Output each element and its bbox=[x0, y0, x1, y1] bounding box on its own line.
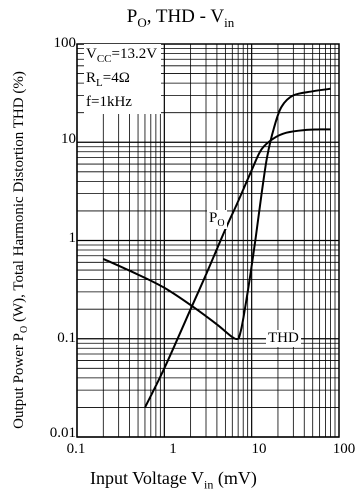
x-tick-label: 100 bbox=[332, 441, 356, 457]
series-label-thd: THD bbox=[266, 330, 301, 347]
y-tick-label: 0.01 bbox=[49, 425, 76, 441]
conditions-box: VCC=13.2V RL=4Ω f=1kHz bbox=[84, 44, 162, 114]
po-curve bbox=[144, 128, 331, 408]
plot-frame bbox=[76, 43, 340, 438]
x-tick-label: 10 bbox=[251, 441, 267, 457]
x-axis-label: Input Voltage Vin (mV) bbox=[90, 468, 257, 492]
condition-vcc: VCC=13.2V bbox=[86, 46, 158, 65]
series-layer bbox=[102, 87, 331, 408]
y-tick-label: 100 bbox=[53, 35, 77, 51]
condition-f: f=1kHz bbox=[86, 94, 132, 110]
series-label-po: PO bbox=[207, 210, 227, 229]
thd-curve bbox=[102, 87, 331, 341]
x-tick-label: 0.1 bbox=[66, 441, 86, 457]
y-tick-label: 1 bbox=[68, 230, 77, 246]
chart-title: PO, THD - Vin bbox=[126, 6, 235, 30]
y-tick-label: 10 bbox=[61, 131, 76, 147]
x-tick-label: 1 bbox=[169, 441, 177, 457]
y-tick-label: 0.1 bbox=[57, 330, 76, 346]
condition-rl: RL=4Ω bbox=[86, 70, 130, 89]
y-axis-label: Output Power PO (W), Total Harmonic Dist… bbox=[11, 71, 30, 429]
